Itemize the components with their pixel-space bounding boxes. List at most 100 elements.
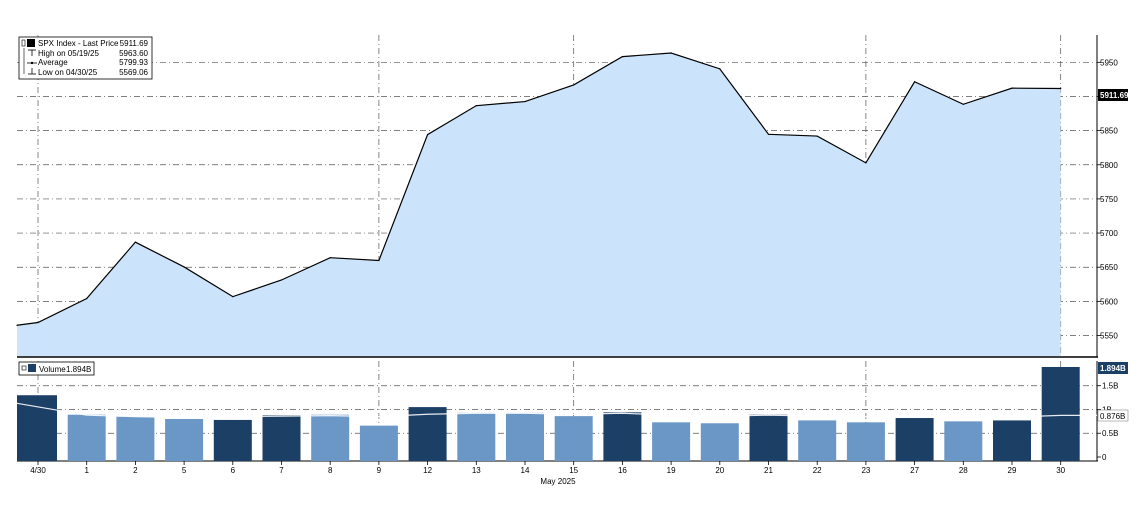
volume-swatch-icon xyxy=(28,364,36,372)
legend-row-value: 5911.69 xyxy=(120,39,149,48)
volume-bar xyxy=(311,414,350,461)
x-tick-label: 13 xyxy=(472,466,481,475)
price-tick-label: 5650 xyxy=(1100,263,1118,272)
volume-bar xyxy=(895,418,934,461)
x-tick-label: 27 xyxy=(910,466,919,475)
price-point xyxy=(573,84,575,86)
volume-average-line xyxy=(16,402,1097,419)
low-marker-icon xyxy=(28,68,36,75)
legend-row-value: 5963.60 xyxy=(119,49,148,58)
volume-average-tag-text: 0.876B xyxy=(1100,412,1125,421)
price-point xyxy=(524,100,526,103)
price-point xyxy=(427,133,429,136)
x-tick-label: 20 xyxy=(715,466,724,475)
price-tick-label: 5750 xyxy=(1100,195,1118,204)
price-tick-label: 5850 xyxy=(1100,127,1118,136)
price-point xyxy=(1011,87,1013,89)
legend-row-label: SPX Index - Last Price xyxy=(38,39,119,48)
price-point xyxy=(378,259,380,262)
volume-bar xyxy=(749,414,788,461)
x-tick-label: 30 xyxy=(1056,466,1065,475)
volume-bar xyxy=(798,420,837,461)
price-point xyxy=(280,279,283,281)
legend-row-label: Average xyxy=(38,58,68,67)
average-line-icon xyxy=(27,61,37,65)
volume-bar xyxy=(652,422,691,461)
x-tick-label: 8 xyxy=(328,466,333,475)
volume-legend: Volume 1.894B xyxy=(18,361,95,376)
price-point xyxy=(16,324,18,326)
volume-bar xyxy=(993,420,1031,461)
price-point xyxy=(37,321,39,324)
x-tick-label: 1 xyxy=(84,466,89,475)
volume-bar xyxy=(408,407,447,461)
legend-row-value: 5569.06 xyxy=(119,68,148,77)
x-tick-label: 22 xyxy=(813,466,822,475)
x-tick-label: 15 xyxy=(569,466,578,475)
price-point xyxy=(329,257,331,259)
volume-tick-label: 0 xyxy=(1102,453,1107,462)
x-tick-label: 14 xyxy=(521,466,530,475)
volume-bar xyxy=(603,412,642,461)
volume-tick-label: 1.5B xyxy=(1102,382,1118,391)
x-tick-label: 29 xyxy=(1008,466,1017,475)
price-tick-label: 5600 xyxy=(1100,297,1118,306)
volume-bar xyxy=(700,423,739,461)
volume-average-tag: 0.876B xyxy=(1097,409,1129,422)
price-point xyxy=(719,68,721,70)
x-tick-label: 6 xyxy=(231,466,236,475)
volume-bar xyxy=(457,412,496,461)
price-point xyxy=(621,55,624,58)
price-point xyxy=(962,103,964,105)
volume-bar xyxy=(213,419,252,461)
price-legend: SPX Index - Last Price 5911.69 High on 0… xyxy=(18,36,153,80)
x-tick-label: 16 xyxy=(618,466,627,475)
price-point xyxy=(865,162,867,164)
x-tick-label: 9 xyxy=(377,466,382,475)
volume-bar xyxy=(116,416,155,461)
x-tick-label: 5 xyxy=(182,466,187,475)
price-tick-label: 5550 xyxy=(1100,332,1118,341)
price-point xyxy=(183,266,185,268)
volume-bar xyxy=(67,414,106,461)
x-tick-label: 12 xyxy=(423,466,432,475)
x-tick-label: 4/30 xyxy=(30,466,46,475)
x-tick-label: 19 xyxy=(667,466,676,475)
volume-tag-text: 1.894B xyxy=(1100,364,1126,373)
volume-bar xyxy=(17,395,57,461)
x-tick-label: 23 xyxy=(861,466,870,475)
last-price-tag: 5911.69 xyxy=(1098,89,1129,101)
legend-row-value: 5799.93 xyxy=(119,58,148,67)
x-axis-month-label: May 2025 xyxy=(540,477,576,486)
volume-bar xyxy=(165,418,204,461)
volume-tick-label: 0.5B xyxy=(1102,429,1118,438)
filled-square-icon xyxy=(21,39,35,47)
price-area-series xyxy=(16,52,1062,356)
volume-bar-series xyxy=(16,367,1097,461)
price-point xyxy=(475,105,477,107)
price-point xyxy=(670,52,672,54)
volume-bar xyxy=(944,421,983,461)
x-tick-label: 2 xyxy=(133,466,138,475)
volume-bar xyxy=(1041,367,1080,461)
volume-bar xyxy=(262,415,301,461)
volume-bar xyxy=(554,416,593,461)
legend-row-label: Low on 04/30/25 xyxy=(38,68,98,77)
volume-bar xyxy=(506,412,544,461)
volume-axis-ticks: 00.5B1B1.5B xyxy=(1097,382,1118,462)
price-tick-label: 5800 xyxy=(1100,161,1118,170)
volume-legend-label: Volume xyxy=(39,365,66,374)
price-tick-label: 5950 xyxy=(1100,58,1118,67)
legend-row-label: High on 05/19/25 xyxy=(38,49,99,58)
price-point xyxy=(1060,87,1062,90)
price-point xyxy=(816,135,818,137)
price-point xyxy=(232,296,234,298)
last-price-tag-text: 5911.69 xyxy=(1100,91,1129,100)
price-tick-label: 5700 xyxy=(1100,229,1118,238)
volume-tag: 1.894B xyxy=(1098,362,1128,374)
price-point xyxy=(767,133,770,135)
price-point xyxy=(86,297,88,300)
price-point xyxy=(134,241,136,243)
x-axis-ticks: 4/30 1 2 5 6 7 8 9 12 13 14 15 16 19 20 21 22 23 27 28 29 30 xyxy=(30,461,1066,475)
